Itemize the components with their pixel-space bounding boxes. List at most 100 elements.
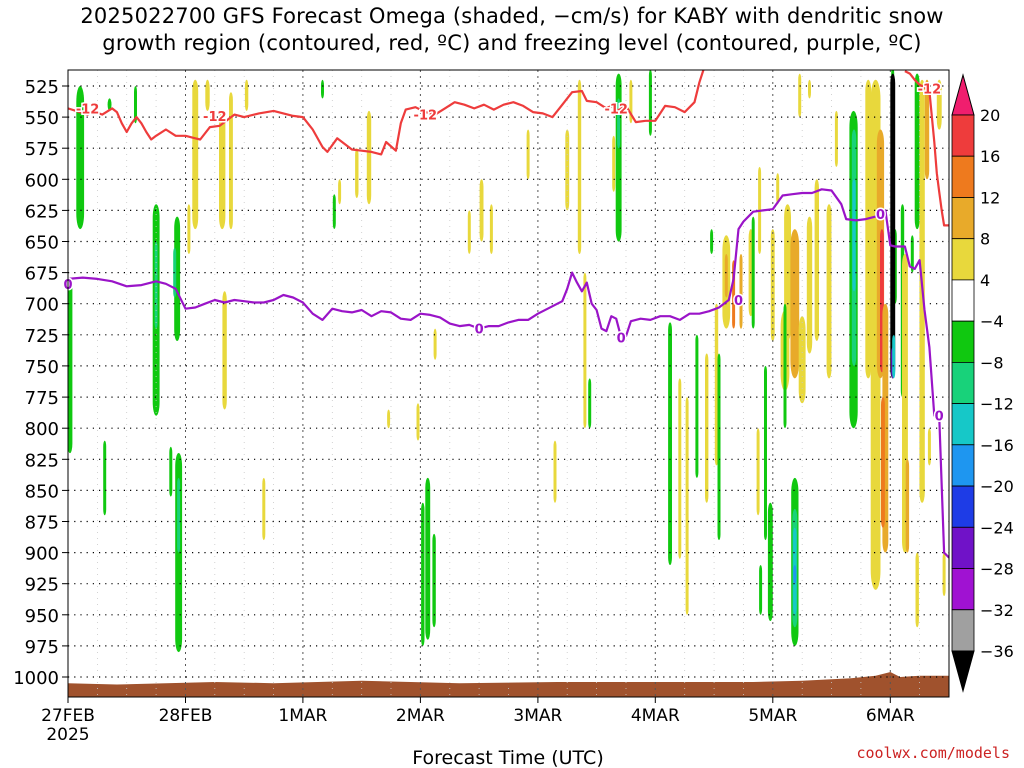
watermark-url: coolwx.com/models — [856, 744, 1010, 762]
omega-shading-patch — [355, 148, 359, 198]
omega-shading-patch — [759, 565, 763, 615]
omega-shading-patch — [776, 173, 780, 205]
omega-shading-patch — [107, 98, 112, 111]
omega-shading-patch — [489, 204, 493, 254]
omega-shading-patch — [798, 316, 806, 404]
x-tick-label: 5MAR — [748, 706, 797, 726]
colorbar-label: −4 — [980, 312, 1004, 331]
omega-shading-patch — [890, 73, 896, 379]
y-tick-label: 775 — [25, 388, 59, 409]
omega-shading-patch — [432, 533, 436, 628]
contour-label: -12 — [604, 102, 628, 117]
omega-shading-patch — [229, 92, 233, 230]
contour-label: -12 — [918, 83, 942, 98]
omega-shading-patch — [767, 502, 773, 621]
y-tick-label: 575 — [25, 139, 59, 160]
omega-shading-patch — [808, 79, 811, 99]
omega-shading-patch — [588, 378, 592, 429]
omega-shading-patch — [577, 79, 582, 254]
omega-shading-patch — [565, 129, 570, 211]
contour-label: -12 — [203, 110, 227, 125]
omega-shading-patch — [205, 79, 210, 111]
omega-shading-patch — [553, 440, 557, 503]
y-tick-label: 1000 — [13, 668, 59, 689]
x-tick-label: 1MAR — [278, 706, 327, 726]
y-tick-label: 600 — [25, 170, 59, 191]
colorbar-swatch — [951, 238, 975, 281]
omega-shading-patch — [685, 397, 689, 615]
x-tick-label: 28FEB — [159, 706, 213, 726]
omega-shading-patch — [717, 353, 721, 541]
omega-shading-patch — [714, 303, 719, 466]
y-tick-label: 950 — [25, 606, 59, 627]
y-tick-label: 800 — [25, 419, 59, 440]
omega-shading-patch — [798, 73, 802, 118]
y-tick-label: 850 — [25, 481, 59, 502]
y-tick-label: 875 — [25, 513, 59, 534]
dendritic-contour-line — [904, 70, 949, 227]
omega-shading-patch — [479, 179, 484, 242]
contour-label: -12 — [76, 102, 100, 117]
colorbar-label: −20 — [980, 477, 1014, 496]
contour-label: 0 — [935, 410, 944, 425]
colorbar-swatch — [951, 568, 975, 611]
omega-shading-patch — [852, 179, 856, 292]
chart-title-line-1: 2025022700 GFS Forecast Omega (shaded, −… — [80, 4, 944, 28]
omega-shading-patch — [321, 79, 324, 99]
omega-shading-patch — [764, 365, 767, 541]
contour-label: 0 — [475, 323, 484, 338]
omega-shading-patch — [177, 477, 181, 553]
colorbar-top-arrow — [951, 73, 975, 116]
omega-shading-patch — [905, 459, 910, 553]
y-tick-label: 675 — [25, 264, 59, 285]
omega-shading-patch — [262, 477, 266, 541]
y-tick-label: 975 — [25, 637, 59, 658]
colorbar-swatch — [951, 403, 975, 446]
omega-shading-patch — [770, 229, 775, 342]
y-tick-label: 925 — [25, 575, 59, 596]
omega-shading-patch — [76, 86, 85, 230]
x-tick-label: 27FEB — [41, 706, 95, 726]
omega-shading-patch — [192, 79, 199, 230]
colorbar-label: −28 — [980, 560, 1014, 579]
colorbar-label: 20 — [980, 106, 1000, 125]
colorbar-swatch — [951, 609, 975, 652]
colorbar-label: −24 — [980, 518, 1014, 537]
colorbar-label: 12 — [980, 189, 1000, 208]
omega-shading-patch — [421, 502, 425, 646]
x-tick-label: 6MAR — [866, 706, 915, 726]
omega-shading-patch — [915, 552, 919, 628]
colorbar-bottom-arrow — [951, 650, 975, 693]
omega-shading-patch — [724, 254, 728, 298]
omega-shading-patch — [910, 235, 914, 273]
omega-shading-patch — [134, 86, 137, 124]
omega-shading-patch — [526, 129, 530, 180]
omega-shading-patch — [924, 79, 930, 180]
colorbar-label: 8 — [980, 230, 990, 249]
omega-shading-patch — [338, 179, 342, 205]
contour-label: 0 — [876, 208, 885, 223]
y-tick-label: 550 — [25, 108, 59, 129]
omega-shading-patch — [756, 428, 760, 516]
colorbar-swatch — [951, 320, 975, 363]
omega-shading-patch — [222, 291, 227, 410]
colorbar-swatch — [951, 361, 975, 404]
omega-shading-patch — [927, 428, 931, 466]
omega-shading-patch — [826, 204, 832, 379]
y-tick-label: 525 — [25, 77, 59, 98]
freezing-level-contour-line — [68, 188, 949, 559]
contour-label: 0 — [617, 331, 626, 346]
omega-shading-patch — [219, 110, 226, 230]
omega-shading-patch — [942, 552, 946, 597]
x-tick-sublabel: 2025 — [46, 725, 89, 745]
colorbar-swatch — [951, 155, 975, 198]
y-tick-label: 825 — [25, 450, 59, 471]
omega-shading-patch — [751, 216, 755, 329]
omega-shading-patch — [433, 328, 437, 360]
omega-shading-patch — [173, 247, 177, 298]
omega-shading-patch — [865, 79, 872, 379]
omega-shading-patch — [387, 409, 391, 429]
omega-shading-patch — [814, 179, 819, 341]
omega-shading-patch — [678, 378, 682, 559]
